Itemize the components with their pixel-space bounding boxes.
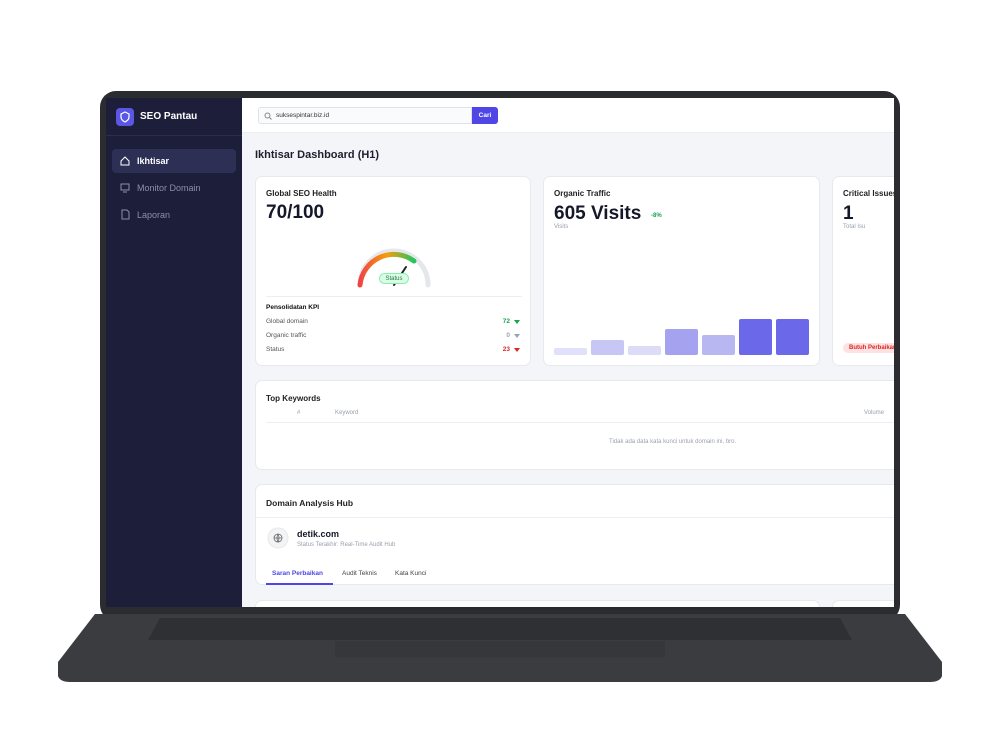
search-value: suksespintar.biz.id — [276, 112, 330, 119]
trend-icon — [514, 348, 520, 352]
tab[interactable]: Kata Kunci — [395, 570, 427, 577]
globe-icon — [267, 527, 289, 549]
kpi-value: 72 — [502, 318, 510, 325]
search-input[interactable]: suksespintar.biz.id — [258, 107, 472, 124]
divider — [266, 296, 522, 297]
domain-name: detik.com — [297, 529, 340, 539]
bar — [665, 329, 698, 355]
column-header: Volume — [864, 410, 885, 416]
page-title: Ikhtisar Dashboard (H1) — [255, 149, 380, 161]
search-icon — [264, 112, 272, 120]
issues-card: Critical Issues 1 Total Isu Butuh Perbai… — [832, 176, 894, 366]
card-title: Global SEO Health — [266, 189, 337, 198]
tab[interactable]: Audit Teknis — [342, 570, 377, 577]
empty-message: Tidak ada data kata kunci untuk domain i… — [609, 439, 737, 445]
health-card: Global SEO Health 70/100 Status Pensolid… — [255, 176, 531, 366]
kpi-label: Global domain — [266, 318, 308, 325]
topbar: suksespintar.biz.id Cari — [242, 98, 894, 133]
divider — [106, 135, 242, 136]
bottom-card — [255, 600, 820, 607]
traffic-subtitle: Visits — [554, 224, 569, 230]
search-button[interactable]: Cari — [472, 107, 498, 124]
divider — [266, 422, 894, 423]
score: 70/100 — [266, 202, 325, 223]
brand: SEO Pantau — [140, 111, 198, 122]
card-title: Critical Issues — [843, 189, 894, 198]
bottom-card — [832, 600, 894, 607]
nav-item[interactable]: Monitor Domain — [137, 183, 201, 193]
nav-item[interactable]: Ikhtisar — [112, 149, 236, 173]
bar — [591, 340, 624, 355]
gauge-label: Status — [379, 273, 409, 284]
traffic-bars — [554, 319, 809, 355]
divider — [256, 517, 894, 518]
sidebar: SEO Pantau Ikhtisar Monitor Domain Lapor… — [106, 98, 242, 607]
domain-hub: Domain Analysis Hub detik.com Status Ter… — [255, 484, 894, 585]
issues-badge: Butuh Perbaikan — [843, 343, 894, 353]
trackpad — [335, 641, 665, 657]
bar — [628, 346, 661, 355]
domain-status: Status Terakhir: Real-Time Audit Hub — [297, 542, 396, 548]
card-title: Organic Traffic — [554, 189, 611, 198]
kpi-value: 0 — [506, 332, 510, 339]
trend-icon — [514, 334, 520, 338]
kpi-label: Organic traffic — [266, 332, 307, 339]
nav-icons — [120, 156, 130, 220]
traffic-card: Organic Traffic 605 Visits -8% Visits — [543, 176, 820, 366]
traffic-value: 605 Visits — [554, 203, 642, 224]
issues-subtitle: Total Isu — [843, 224, 866, 230]
traffic-change: -8% — [651, 213, 662, 219]
tab-indicator — [266, 583, 333, 585]
keywords-card: Top Keywords # Keyword Volume Tidak ada … — [255, 380, 894, 470]
column-header: # — [297, 410, 301, 416]
nav-item[interactable]: Laporan — [137, 210, 171, 220]
tab[interactable]: Saran Perbaikan — [272, 570, 323, 577]
bar — [776, 319, 809, 355]
kpi-label: Status — [266, 346, 285, 353]
card-title: Domain Analysis Hub — [266, 498, 354, 508]
trend-icon — [514, 320, 520, 324]
issues-value: 1 — [843, 203, 854, 224]
bar — [554, 348, 587, 355]
bar — [702, 335, 735, 355]
logo — [116, 108, 134, 126]
bar — [739, 319, 772, 355]
keyboard — [148, 618, 852, 640]
card-title: Top Keywords — [266, 394, 321, 403]
kpi-value: 23 — [502, 346, 510, 353]
column-header: Keyword — [335, 410, 359, 416]
screen: SEO Pantau Ikhtisar Monitor Domain Lapor… — [106, 98, 894, 607]
kpi-title: Pensolidatan KPI — [266, 304, 320, 311]
